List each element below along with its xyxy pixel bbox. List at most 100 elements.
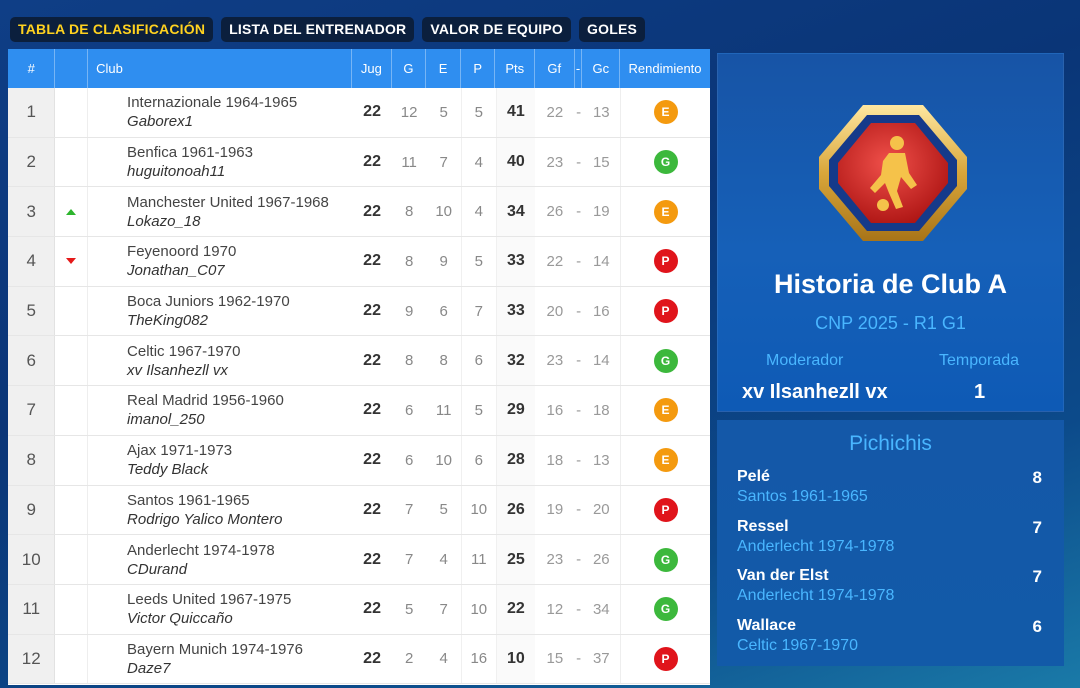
header-lost[interactable]: P (461, 49, 496, 88)
goals-against-cell: 14 (592, 252, 610, 270)
table-row[interactable]: 6 Celtic 1967-1970 xv Ilsanhezll vx 22 8 8 6 32… (8, 336, 710, 387)
season-value: 1 (974, 381, 986, 403)
club-manager[interactable]: Teddy Black (127, 461, 209, 479)
club-manager[interactable]: xv Ilsanhezll vx (127, 361, 228, 379)
lost-cell: 10 (460, 584, 496, 634)
performance-cell: P (620, 286, 710, 336)
played-cell: 22 (363, 153, 381, 171)
club-cell[interactable]: Feyenoord 1970 Jonathan_C07 (88, 237, 352, 286)
performance-cell: E (620, 88, 710, 137)
tab-goals[interactable]: GOLES (579, 17, 646, 42)
club-name[interactable]: Real Madrid 1956-1960 (127, 392, 284, 410)
club-name[interactable]: Benfica 1961-1963 (127, 144, 253, 162)
scorer-item[interactable]: Ressel Anderlecht 1974-1978 7 (737, 518, 1042, 562)
played-cell: 22 (363, 401, 381, 419)
club-name[interactable]: Anderlecht 1974-1978 (127, 541, 275, 559)
goals-against-cell: 18 (592, 401, 610, 419)
header-goals-against[interactable]: Gc (582, 49, 621, 88)
goals-for-cell: 18 (546, 451, 564, 469)
club-name[interactable]: Santos 1961-1965 (127, 491, 250, 509)
club-manager[interactable]: huguitonoah11 (127, 163, 226, 181)
table-row[interactable]: 10 Anderlecht 1974-1978 CDurand 22 7 4 11 25 23-… (8, 535, 710, 585)
club-info-card: Historia de Club A CNP 2025 - R1 G1 Mode… (717, 53, 1064, 412)
header-goals-for[interactable]: Gf (535, 49, 575, 88)
club-manager[interactable]: Rodrigo Yalico Montero (127, 510, 283, 528)
club-cell[interactable]: Internazionale 1964-1965 Gaborex1 (88, 88, 352, 137)
header-played[interactable]: Jug (352, 49, 392, 88)
trend-cell (55, 88, 89, 137)
drawn-cell: 10 (435, 451, 453, 469)
goals-against-cell: 37 (592, 650, 610, 668)
position-cell: 11 (8, 584, 56, 634)
club-manager[interactable]: Jonathan_C07 (127, 262, 225, 280)
goals-against-cell: 13 (592, 451, 610, 469)
table-row[interactable]: 4 Feyenoord 1970 Jonathan_C07 22 8 9 5 33 22-14 P (8, 237, 710, 287)
club-cell[interactable]: Santos 1961-1965 Rodrigo Yalico Montero (88, 486, 352, 535)
goals-against-cell: 13 (592, 103, 610, 121)
club-manager[interactable]: Victor Quiccaño (127, 610, 233, 628)
club-manager[interactable]: Daze7 (127, 659, 171, 677)
table-row[interactable]: 11 Leeds United 1967-1975 Victor Quiccaño 2… (8, 584, 710, 635)
header-club[interactable]: Club (88, 49, 353, 88)
table-row[interactable]: 3 Manchester United 1967-1968 Lokazo_18 22 8… (8, 187, 710, 238)
club-cell[interactable]: Ajax 1971-1973 Teddy Black (88, 436, 352, 485)
won-cell: 8 (404, 252, 414, 270)
header-pos[interactable]: # (8, 49, 56, 88)
header-performance[interactable]: Rendimiento (628, 61, 702, 76)
club-name[interactable]: Celtic 1967-1970 (127, 342, 241, 360)
club-cell[interactable]: Leeds United 1967-1975 Victor Quiccaño (88, 585, 352, 634)
performance-cell: G (620, 137, 710, 187)
table-row[interactable]: 8 Ajax 1971-1973 Teddy Black 22 6 10 6 28 18-13 E (8, 435, 710, 486)
club-cell[interactable]: Celtic 1967-1970 xv Ilsanhezll vx (88, 336, 352, 385)
club-manager[interactable]: TheKing082 (127, 312, 208, 330)
goals-separator: - (576, 501, 582, 519)
scorer-name: Pelé (737, 468, 770, 485)
performance-badge: E (653, 398, 678, 423)
drawn-cell: 5 (439, 103, 448, 121)
lost-cell: 5 (460, 88, 496, 137)
table-row[interactable]: 2 Benfica 1961-1963 huguitonoah11 22 11 7 4 40 2… (8, 137, 710, 188)
club-name[interactable]: Internazionale 1964-1965 (127, 94, 298, 112)
club-cell[interactable]: Boca Juniors 1962-1970 TheKing082 (88, 287, 352, 336)
header-won[interactable]: G (392, 49, 427, 88)
table-row[interactable]: 7 Real Madrid 1956-1960 imanol_250 22 6 11 5 29… (8, 386, 710, 436)
club-manager[interactable]: imanol_250 (127, 411, 205, 429)
club-cell[interactable]: Bayern Munich 1974-1976 Daze7 (88, 635, 352, 684)
position-cell: 9 (8, 485, 56, 535)
table-row[interactable]: 9 Santos 1961-1965 Rodrigo Yalico Montero 2… (8, 485, 710, 536)
tab-coach-list[interactable]: LISTA DEL ENTRENADOR (221, 17, 415, 42)
header-drawn[interactable]: E (426, 49, 461, 88)
played-cell: 22 (363, 202, 381, 220)
table-row[interactable]: 12 Bayern Munich 1974-1976 Daze7 22 2 4 16 10 15… (8, 634, 710, 685)
table-row[interactable]: 1 Internazionale 1964-1965 Gaborex1 22 12 5 5 4… (8, 88, 710, 138)
club-cell[interactable]: Real Madrid 1956-1960 imanol_250 (88, 386, 352, 435)
scorer-item[interactable]: Pelé Santos 1961-1965 8 (737, 468, 1042, 512)
scorer-item[interactable]: Wallace Celtic 1967-1970 6 (737, 617, 1042, 661)
tab-team-value[interactable]: VALOR DE EQUIPO (422, 17, 572, 42)
club-manager[interactable]: Gaborex1 (127, 113, 193, 131)
club-name[interactable]: Boca Juniors 1962-1970 (127, 293, 290, 311)
header-points[interactable]: Pts (495, 49, 536, 88)
trend-cell (55, 187, 89, 237)
scorer-item[interactable]: Van der Elst Anderlecht 1974-1978 7 (737, 567, 1042, 611)
tab-standings[interactable]: TABLA DE CLASIFICACIÓN (10, 17, 214, 42)
club-name[interactable]: Manchester United 1967-1968 (127, 193, 329, 211)
club-cell[interactable]: Anderlecht 1974-1978 CDurand (88, 535, 352, 584)
played-cell: 22 (363, 649, 381, 667)
trend-cell (55, 485, 89, 535)
table-row[interactable]: 5 Boca Juniors 1962-1970 TheKing082 22 9 6 7 33… (8, 286, 710, 337)
points-cell: 34 (495, 187, 536, 237)
club-cell[interactable]: Benfica 1961-1963 huguitonoah11 (88, 138, 352, 187)
club-manager[interactable]: CDurand (127, 560, 188, 578)
club-manager[interactable]: Lokazo_18 (127, 212, 201, 230)
club-name[interactable]: Ajax 1971-1973 (127, 442, 233, 460)
top-scorers-title: Pichichis (849, 432, 932, 455)
position-cell: 10 (8, 535, 56, 584)
goals-for-cell: 26 (546, 203, 564, 221)
club-name[interactable]: Leeds United 1967-1975 (127, 591, 292, 609)
football-player-icon (817, 103, 969, 243)
club-name[interactable]: Feyenoord 1970 (127, 243, 237, 261)
won-cell: 6 (404, 401, 414, 419)
club-name[interactable]: Bayern Munich 1974-1976 (127, 640, 303, 658)
club-cell[interactable]: Manchester United 1967-1968 Lokazo_18 (88, 187, 352, 236)
